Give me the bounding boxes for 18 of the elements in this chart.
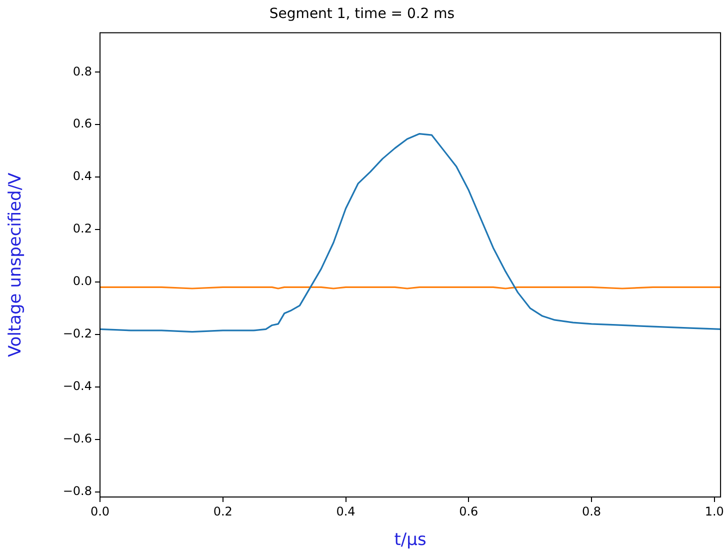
x-tick-label: 0.0 xyxy=(90,504,110,518)
x-tick-label: 0.8 xyxy=(582,504,602,518)
x-tick-label: 0.2 xyxy=(213,504,232,518)
x-tick-label: 0.4 xyxy=(336,504,356,518)
y-tick-label: −0.8 xyxy=(62,484,92,498)
x-tick-label: 1.0 xyxy=(704,504,724,518)
y-tick-label: −0.6 xyxy=(62,431,92,446)
y-tick-label: 0.2 xyxy=(72,222,92,236)
y-tick-label: 0.8 xyxy=(72,64,92,78)
y-tick-label: 0.4 xyxy=(72,169,92,184)
y-tick-label: −0.2 xyxy=(62,326,92,341)
y-tick-label: 0.6 xyxy=(72,116,92,131)
x-axis-title: t/μs xyxy=(394,530,426,550)
y-tick-label: −0.4 xyxy=(62,378,92,393)
y-axis-title: Voltage unspecified/V xyxy=(6,172,26,358)
y-tick-label: 0.0 xyxy=(72,274,92,288)
x-tick-label: 0.6 xyxy=(459,504,478,518)
chart-title: Segment 1, time = 0.2 ms xyxy=(269,6,455,22)
